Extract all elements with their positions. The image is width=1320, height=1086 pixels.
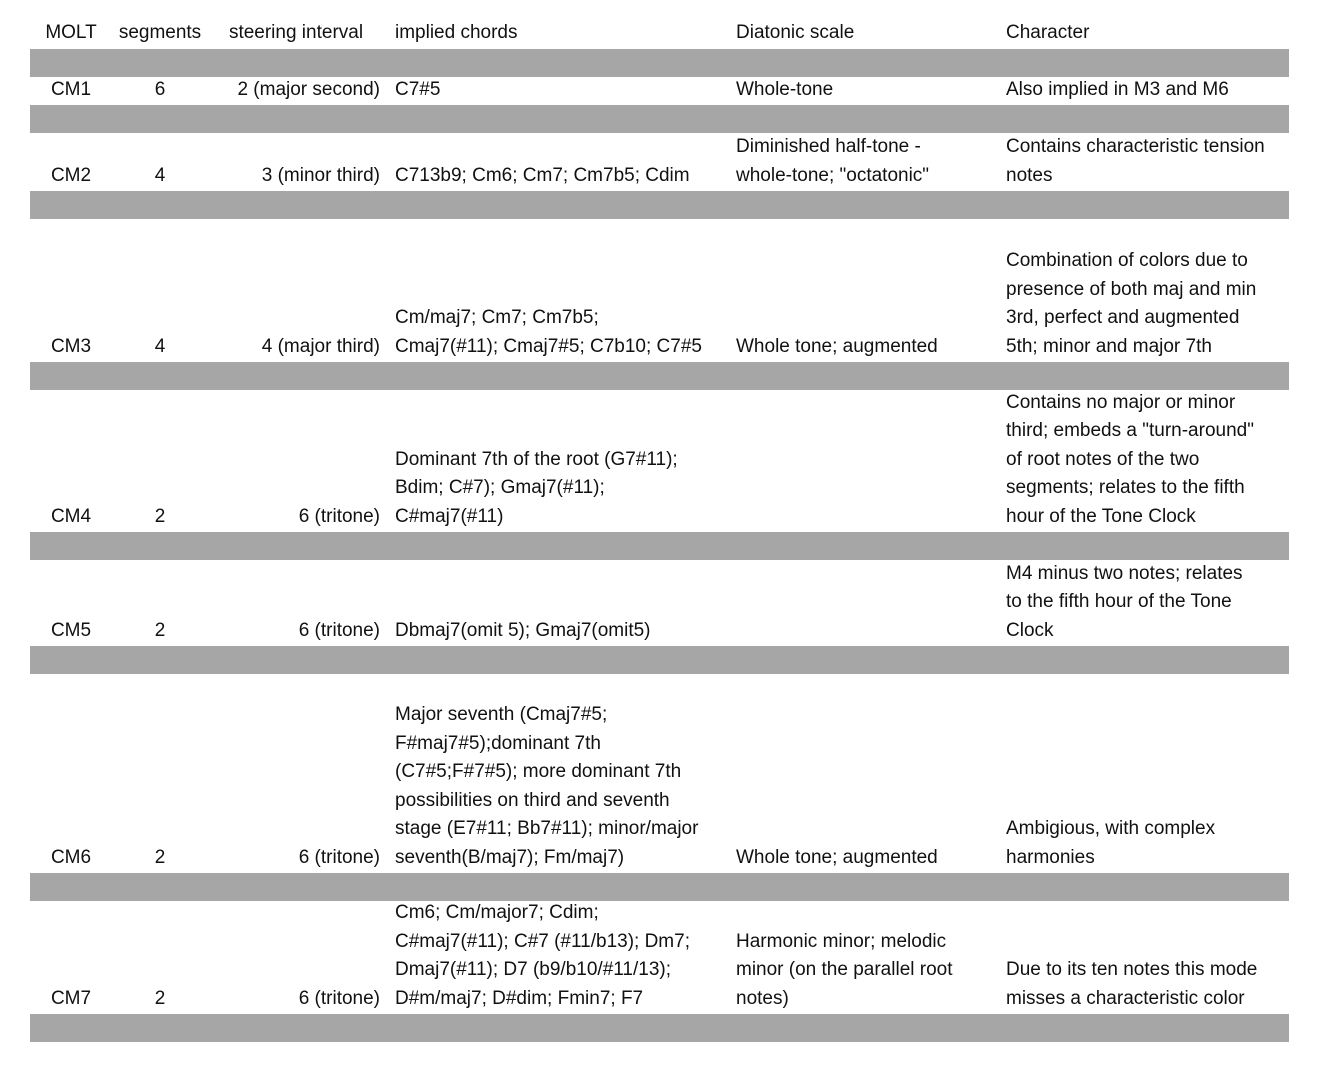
- character-cell: Also implied in M3 and M6: [1006, 78, 1229, 100]
- molt-cell: CM6: [50, 846, 92, 868]
- segments-cell: 2: [154, 619, 166, 641]
- header-molt: MOLT: [45, 21, 97, 43]
- header-character: Character: [1006, 21, 1090, 43]
- diatonic-scale-cell: Diminished half-tone - whole-tone; "octa…: [736, 136, 930, 186]
- header-diatonic-scale: Diatonic scale: [736, 21, 855, 43]
- character-cell: Combination of colors due to presence of…: [1006, 250, 1257, 357]
- diatonic-scale-cell: Whole tone; augmented: [736, 335, 938, 357]
- segments-cell: 2: [154, 987, 166, 1009]
- table-row: CM6 2 6 (tritone) Major seventh (Cmaj7#5; F…: [30, 674, 1289, 873]
- molt-cell: CM1: [50, 78, 92, 100]
- implied-chords-cell: Cm6; Cm/major7; Cdim; C#maj7(#11); C#7 (…: [395, 902, 690, 1009]
- segments-cell: 4: [154, 164, 166, 186]
- implied-chords-cell: C7#5: [395, 78, 441, 100]
- separator-bar: [30, 1014, 1289, 1042]
- molt-cell: CM2: [50, 164, 92, 186]
- molt-cell: CM5: [50, 619, 92, 641]
- separator-bar: [30, 105, 1289, 133]
- separator-bar: [30, 191, 1289, 219]
- steering-interval-cell: 6 (tritone): [298, 505, 380, 527]
- segments-cell: 2: [154, 846, 166, 868]
- separator-bar: [30, 873, 1289, 901]
- steering-interval-cell: 6 (tritone): [298, 846, 380, 868]
- steering-interval-cell: 2 (major second): [237, 78, 380, 100]
- molt-cell: CM7: [50, 987, 92, 1009]
- separator-bar: [30, 362, 1289, 390]
- diatonic-scale-cell: Whole tone; augmented: [736, 846, 938, 868]
- segments-cell: 4: [154, 335, 166, 357]
- diatonic-scale-cell: Whole-tone: [736, 78, 834, 100]
- character-cell: Due to its ten notes this mode misses a …: [1006, 959, 1258, 1009]
- separator-bar: [30, 646, 1289, 674]
- header-segments: segments: [118, 21, 202, 43]
- molt-table: MOLT segments steering interval implied …: [30, 0, 1289, 1042]
- table-row: CM4 2 6 (tritone) Dominant 7th of the root …: [30, 390, 1289, 532]
- implied-chords-cell: Dbmaj7(omit 5); Gmaj7(omit5): [395, 619, 651, 641]
- segments-cell: 6: [154, 78, 166, 100]
- table-row: CM1 6 2 (major second) C7#5 Whole-tone Also i…: [30, 77, 1289, 105]
- separator-bar: [30, 532, 1289, 560]
- diatonic-scale-cell: Harmonic minor; melodic minor (on the pa…: [736, 930, 953, 1009]
- molt-cell: CM4: [50, 505, 92, 527]
- implied-chords-cell: C713b9; Cm6; Cm7; Cm7b5; Cdim: [395, 164, 690, 186]
- steering-interval-cell: 4 (major third): [261, 335, 380, 357]
- table-row: CM3 4 4 (major third) Cm/maj7; Cm7; Cm7b5; …: [30, 219, 1289, 362]
- table-row: CM7 2 6 (tritone) Cm6; Cm/major7; Cdim; C#m…: [30, 901, 1289, 1014]
- character-cell: M4 minus two notes; relates to the fifth…: [1006, 562, 1243, 641]
- header-row: MOLT segments steering interval implied …: [30, 0, 1289, 49]
- character-cell: Ambigious, with complex harmonies: [1006, 818, 1216, 868]
- implied-chords-cell: Cm/maj7; Cm7; Cm7b5; Cmaj7(#11); Cmaj7#5…: [395, 307, 702, 357]
- character-cell: Contains characteristic tension notes: [1006, 136, 1265, 186]
- character-cell: Contains no major or minor third; embeds…: [1006, 391, 1254, 527]
- table-row: CM5 2 6 (tritone) Dbmaj7(omit 5); Gmaj7(omi…: [30, 560, 1289, 646]
- implied-chords-cell: Major seventh (Cmaj7#5; F#maj7#5);domina…: [395, 704, 699, 868]
- header-implied-chords: implied chords: [395, 21, 518, 43]
- molt-cell: CM3: [50, 335, 92, 357]
- steering-interval-cell: 6 (tritone): [298, 987, 380, 1009]
- table-row: CM2 4 3 (minor third) C713b9; Cm6; Cm7; Cm7…: [30, 133, 1289, 191]
- separator-bar: [30, 49, 1289, 77]
- steering-interval-cell: 3 (minor third): [261, 164, 380, 186]
- steering-interval-cell: 6 (tritone): [298, 619, 380, 641]
- segments-cell: 2: [154, 505, 166, 527]
- implied-chords-cell: Dominant 7th of the root (G7#11); Bdim; …: [395, 448, 678, 527]
- header-steering-interval: steering interval: [228, 21, 364, 43]
